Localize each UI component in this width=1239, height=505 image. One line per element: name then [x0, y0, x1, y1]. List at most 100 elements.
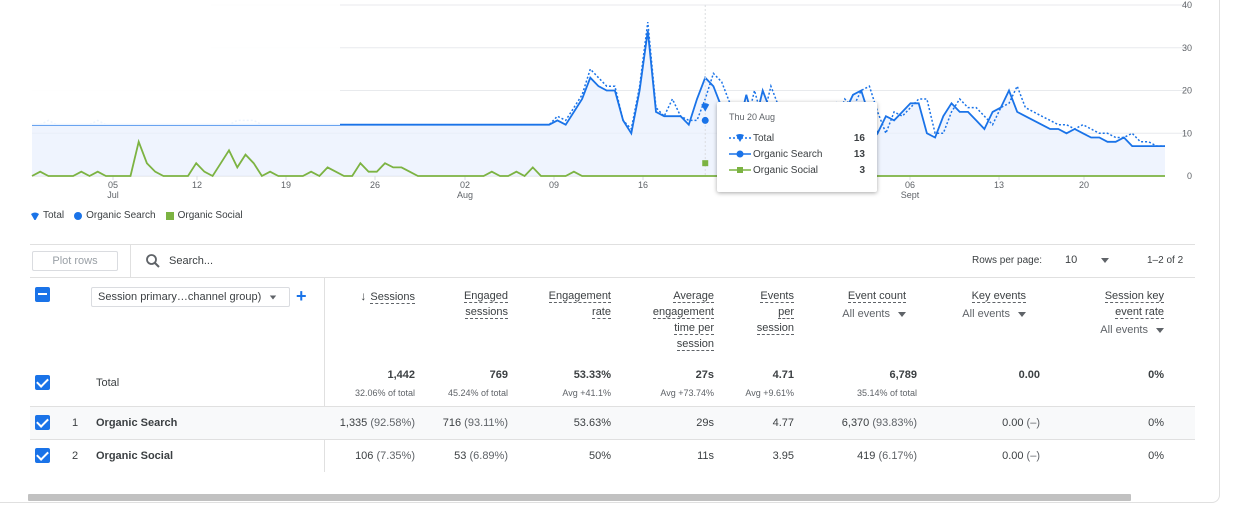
- cell-value: 106: [355, 450, 374, 462]
- cell-value: 0.00: [1002, 417, 1024, 429]
- column-header-sessions[interactable]: ↓ Sessions: [360, 289, 415, 304]
- chevron-down-icon: [270, 295, 277, 299]
- tooltip-label: Organic Search: [753, 148, 823, 160]
- table-cell: 0%: [1148, 417, 1164, 429]
- table-cell: 419 (6.17%): [857, 450, 917, 462]
- column-header-engagement-rate[interactable]: Engagement rate: [548, 290, 611, 319]
- y-tick-label: 0: [1187, 171, 1192, 181]
- x-tick-label: 20: [1079, 180, 1089, 190]
- x-tick-label: 26: [370, 180, 380, 190]
- organic-social-marker: [702, 160, 709, 167]
- chart-overlay-mask-2: [0, 0, 340, 125]
- arrow-down-icon: ↓: [360, 289, 367, 303]
- y-tick-label: 20: [1182, 86, 1192, 96]
- legend-label: Organic Search: [86, 210, 156, 221]
- chevron-down-icon: [1101, 257, 1110, 263]
- row-name[interactable]: Organic Search: [96, 417, 178, 429]
- cell-percentage: (93.83%): [869, 417, 917, 429]
- y-tick-label: 30: [1182, 43, 1192, 53]
- cell-value: 6,370: [841, 417, 870, 429]
- organic-search-marker: [701, 116, 709, 124]
- table-cell: 716 (93.11%): [443, 417, 508, 429]
- cell-value: 0.00: [1002, 450, 1024, 462]
- total-event-count: 6,789: [889, 369, 917, 381]
- cell-percentage: (–): [1023, 417, 1040, 429]
- table-cell: 53.63%: [574, 417, 611, 429]
- x-tick-label: 19: [281, 180, 291, 190]
- legend-label: Total: [43, 210, 65, 221]
- cell-percentage: (6.17%): [875, 450, 917, 462]
- column-header-key-events[interactable]: Key events All events: [962, 290, 1026, 322]
- droplet-icon: [729, 133, 753, 143]
- x-tick-label: 02: [460, 180, 470, 190]
- search-input[interactable]: [169, 255, 369, 267]
- x-tick-label: 09: [549, 180, 559, 190]
- dot-icon: [74, 211, 83, 220]
- row-divider: [30, 406, 1195, 407]
- select-all-checkbox[interactable]: [35, 287, 50, 302]
- chevron-down-icon: [1018, 311, 1026, 317]
- column-header-events-per-session[interactable]: Events per session: [756, 290, 794, 335]
- total-engaged-sessions: 769: [489, 369, 508, 381]
- row-checkbox[interactable]: [35, 448, 50, 463]
- y-tick-label: 40: [1182, 0, 1192, 10]
- cell-value: 53: [454, 450, 467, 462]
- column-header-avg-engagement-time[interactable]: Average engagement time per session: [652, 290, 714, 351]
- droplet-icon: [31, 212, 39, 220]
- tooltip-value: 16: [853, 132, 865, 144]
- chevron-down-icon: [1156, 327, 1164, 333]
- total-events-per-session: 4.71: [772, 369, 794, 381]
- total-avg-engagement-time: 27s: [695, 369, 714, 381]
- rows-per-page-select[interactable]: 10: [1065, 254, 1110, 266]
- chevron-down-icon: [898, 311, 906, 317]
- total-row-checkbox[interactable]: [35, 375, 50, 390]
- total-label: Total: [96, 377, 120, 389]
- row-checkbox[interactable]: [35, 415, 50, 430]
- column-header-event-count[interactable]: Event count All events: [842, 290, 906, 322]
- cell-percentage: (92.58%): [367, 417, 415, 429]
- event-filter-select[interactable]: All events: [962, 306, 1026, 322]
- cell-value: 50%: [588, 450, 611, 462]
- table-cell: 3.95: [773, 450, 794, 462]
- add-dimension-button[interactable]: +: [296, 286, 307, 306]
- row-name[interactable]: Organic Social: [96, 450, 174, 462]
- table-row[interactable]: [30, 407, 1195, 440]
- cell-value: 716: [442, 417, 462, 429]
- chart-legend: Total Organic Search Organic Social: [30, 210, 243, 221]
- total-sessions-sub: 32.06% of total: [354, 388, 415, 398]
- cell-percentage: (6.89%): [466, 450, 508, 462]
- cell-value: 11s: [697, 450, 714, 462]
- tooltip-row-total: Total 16: [729, 130, 865, 146]
- y-tick-label: 10: [1182, 128, 1192, 138]
- total-key-events: 0.00: [1018, 369, 1040, 381]
- legend-label: Organic Social: [177, 210, 243, 221]
- tooltip-label: Organic Social: [753, 164, 819, 176]
- column-header-engaged-sessions[interactable]: Engaged sessions: [463, 290, 508, 319]
- event-filter-select[interactable]: All events: [842, 306, 906, 322]
- row-index: 2: [72, 450, 79, 462]
- series-line-organic-social: [31, 138, 1165, 178]
- x-tick-label: 06: [905, 180, 915, 190]
- tooltip-label: Total: [753, 132, 775, 144]
- table-cell: 6,370 (93.83%): [842, 417, 917, 429]
- row-divider: [30, 439, 1195, 440]
- legend-item-organic-social[interactable]: Organic Social: [165, 210, 243, 221]
- horizontal-scrollbar[interactable]: [28, 494, 1131, 501]
- tooltip-row-organic-social: Organic Social 3: [729, 162, 865, 178]
- table-cell: 1,335 (92.58%): [340, 417, 415, 429]
- square-icon: [165, 211, 174, 220]
- dimension-select[interactable]: Session primary…channel group): [91, 287, 290, 307]
- column-header-session-key-event-rate[interactable]: Session key event rate All events: [1100, 290, 1164, 338]
- legend-item-total[interactable]: Total: [30, 210, 64, 221]
- cell-percentage: (7.35%): [373, 450, 415, 462]
- tooltip-row-organic-search: Organic Search 13: [729, 146, 865, 162]
- x-tick-label: 12: [192, 180, 202, 190]
- x-tick-month-label: Jul: [107, 190, 119, 200]
- cell-value: 3.95: [772, 450, 794, 462]
- total-marker: [701, 103, 710, 112]
- legend-item-organic-search[interactable]: Organic Search: [74, 210, 156, 221]
- cell-value: 29s: [696, 417, 714, 429]
- plot-rows-button[interactable]: Plot rows: [32, 251, 118, 271]
- event-filter-select[interactable]: All events: [1100, 322, 1164, 338]
- table-cell: 50%: [589, 450, 611, 462]
